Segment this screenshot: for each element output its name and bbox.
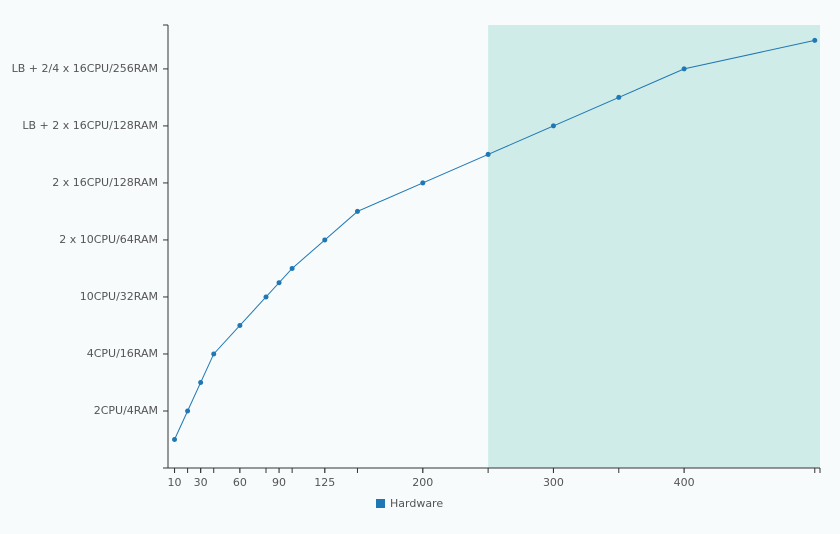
y-tick-label: LB + 2 x 16CPU/128RAM	[22, 119, 158, 132]
series-line	[174, 39, 815, 440]
y-tick-label: 4CPU/16RAM	[87, 347, 158, 360]
shaded-region	[488, 25, 820, 468]
x-tick-label: 300	[543, 476, 564, 489]
data-point	[263, 294, 269, 300]
y-tick-label: 2CPU/4RAM	[94, 404, 158, 417]
data-point	[172, 436, 178, 442]
y-tick-label: 10CPU/32RAM	[80, 290, 158, 303]
data-point	[485, 151, 491, 157]
data-point	[812, 37, 818, 43]
x-tick-label: 30	[194, 476, 208, 489]
x-tick-label: 10	[168, 476, 182, 489]
x-tick-label: 125	[314, 476, 335, 489]
data-point	[276, 280, 282, 286]
data-point	[322, 237, 328, 243]
legend-swatch	[376, 499, 385, 508]
x-tick-label: 400	[674, 476, 695, 489]
x-tick-label: 200	[412, 476, 433, 489]
data-point	[354, 208, 360, 214]
data-point	[681, 66, 687, 72]
data-point	[616, 94, 622, 100]
data-point	[198, 379, 204, 385]
x-tick-label: 60	[233, 476, 247, 489]
y-tick-label: 2 x 10CPU/64RAM	[59, 233, 158, 246]
data-point	[420, 180, 426, 186]
x-tick-label: 90	[272, 476, 286, 489]
data-point	[211, 351, 217, 357]
y-tick-label: 2 x 16CPU/128RAM	[52, 176, 158, 189]
data-point	[550, 123, 556, 129]
data-point	[289, 265, 295, 271]
data-point	[185, 408, 191, 414]
y-tick-label: LB + 2/4 x 16CPU/256RAM	[12, 62, 158, 75]
data-point	[237, 322, 243, 328]
legend-label: Hardware	[390, 497, 443, 510]
